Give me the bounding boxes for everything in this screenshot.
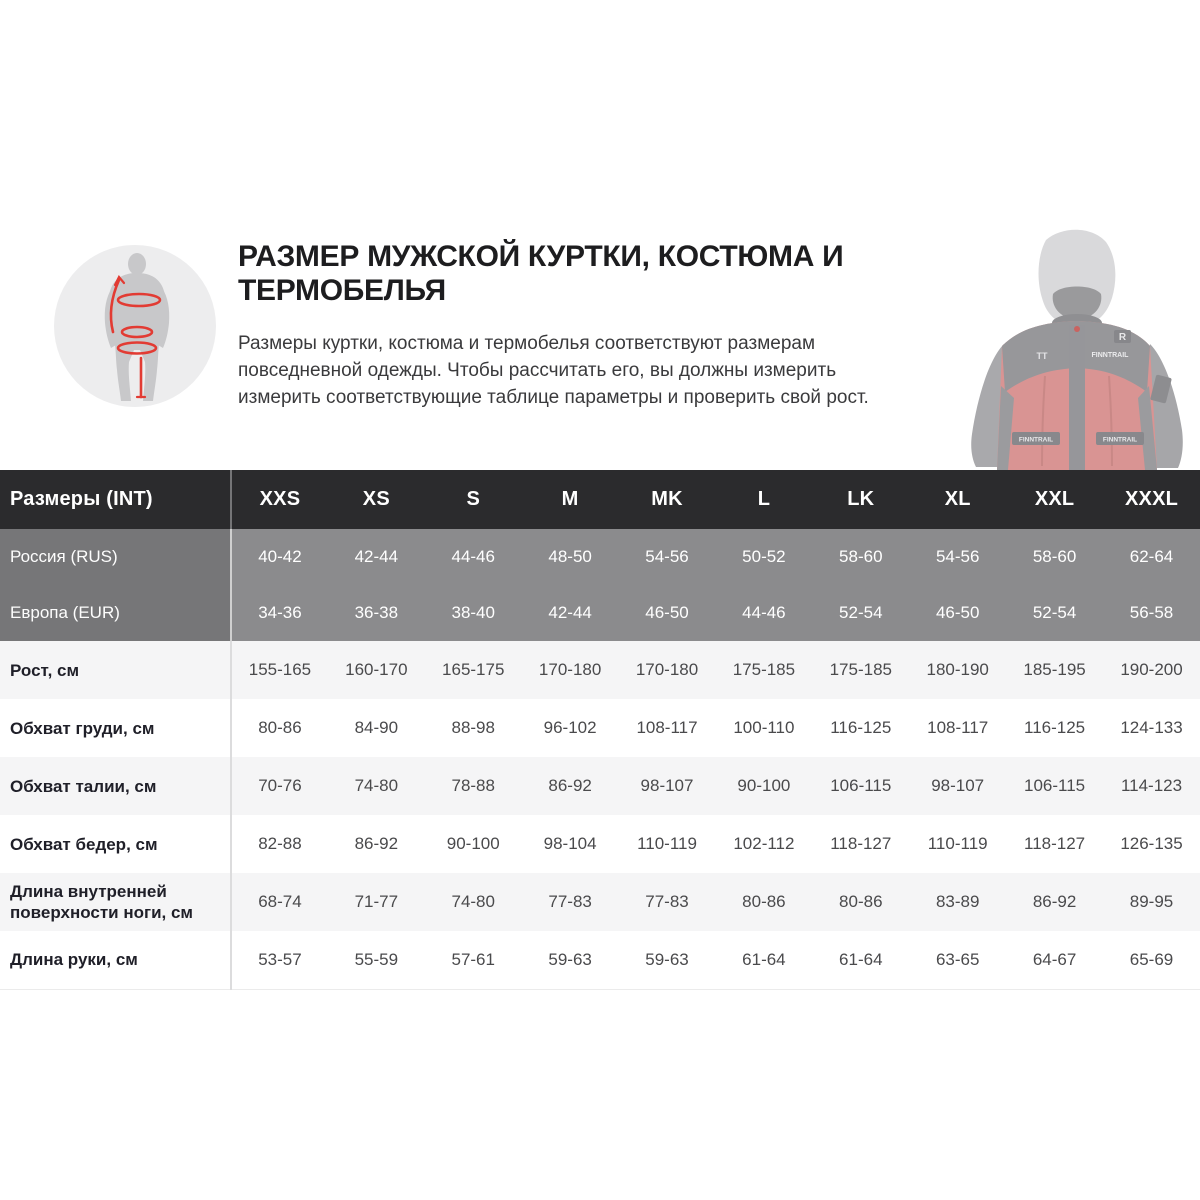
row-label: Обхват груди, см: [10, 718, 155, 738]
size-table: Размеры (INT) XXS XS S M MK L LK XL XXL …: [0, 470, 1200, 990]
row-label: Европа (EUR): [0, 585, 231, 641]
row-label: Рост, см: [10, 660, 80, 680]
table-row-russia: Россия (RUS) 40-42 42-44 44-46 48-50 54-…: [0, 529, 1200, 585]
row-label: Длина внутренней поверхности ноги, см: [10, 882, 193, 922]
size-column-xxxl: XXXL: [1124, 488, 1179, 510]
jacket-left-strap-label: FINNTRAIL: [1019, 437, 1053, 444]
table-row-arm-length: Длина руки, см 53-57 55-59 57-61 59-63 5…: [0, 931, 1200, 989]
row-label: Обхват талии, см: [10, 776, 157, 796]
body-measurement-graphic: [54, 245, 216, 407]
table-corner-label: Размеры (INT): [10, 488, 153, 510]
size-table-header-row: Размеры (INT) XXS XS S M MK L LK XL XXL …: [0, 470, 1200, 529]
size-guide-header: РАЗМЕР МУЖСКОЙ КУРТКИ, КОСТЮМА И ТЕРМОБЕ…: [0, 0, 1200, 470]
page-title: РАЗМЕР МУЖСКОЙ КУРТКИ, КОСТЮМА И ТЕРМОБЕ…: [238, 240, 844, 307]
size-column-l: L: [757, 488, 771, 510]
jacket-graphic: R TT FINNTRAIL FINNTRAIL FINNTRAIL: [971, 229, 1183, 470]
page-description: Размеры куртки, костюма и термобелья соо…: [238, 333, 869, 408]
size-column-s: S: [466, 488, 480, 510]
jacket-chest-logo: TT: [1037, 351, 1048, 361]
jacket-product-image: R TT FINNTRAIL FINNTRAIL FINNTRAIL: [950, 226, 1200, 470]
jacket-shoulder-logo: R: [1119, 332, 1127, 343]
size-column-lk: LK: [847, 488, 875, 510]
table-row-inseam: Длина внутренней поверхности ноги, см 68…: [0, 873, 1200, 931]
size-column-mk: MK: [651, 488, 683, 510]
jacket-chest-brand: FINNTRAIL: [1092, 352, 1130, 359]
size-column-xxl: XXL: [1034, 488, 1075, 510]
size-column-xxs: XXS: [230, 470, 328, 529]
jacket-right-strap-label: FINNTRAIL: [1103, 437, 1137, 444]
table-row-waist: Обхват талии, см 70-76 74-80 78-88 86-92…: [0, 757, 1200, 815]
row-label: Россия (RUS): [0, 529, 231, 585]
size-column-xl: XL: [944, 488, 971, 510]
size-column-m: M: [561, 488, 579, 510]
table-row-hips: Обхват бедер, см 82-88 86-92 90-100 98-1…: [0, 815, 1200, 873]
size-column-xs: XS: [362, 488, 390, 510]
body-measurement-icon: [53, 244, 217, 408]
table-row-europe: Европа (EUR) 34-36 36-38 38-40 42-44 46-…: [0, 585, 1200, 641]
row-label: Обхват бедер, см: [10, 834, 158, 854]
row-label: Длина руки, см: [10, 950, 138, 970]
table-row-height: Рост, см 155-165 160-170 165-175 170-180…: [0, 641, 1200, 699]
table-row-chest: Обхват груди, см 80-86 84-90 88-98 96-10…: [0, 699, 1200, 757]
